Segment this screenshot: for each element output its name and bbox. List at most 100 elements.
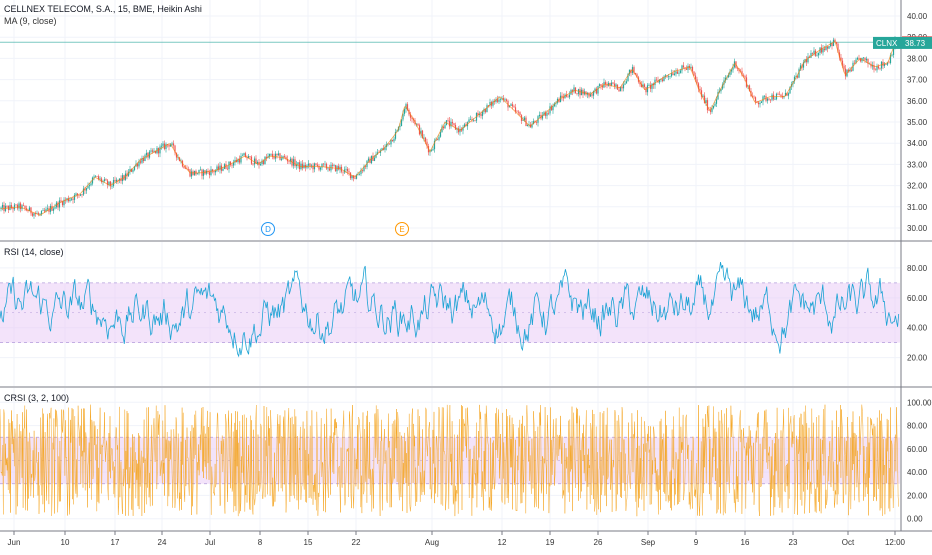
candle-body bbox=[364, 166, 367, 167]
candle-body bbox=[768, 98, 770, 100]
candle-body bbox=[229, 161, 232, 166]
candle-body bbox=[838, 52, 841, 58]
candle-body bbox=[492, 101, 494, 106]
candle-body bbox=[339, 166, 341, 170]
candle-body bbox=[762, 96, 764, 102]
candle-body bbox=[541, 115, 544, 119]
candle-body bbox=[513, 106, 515, 108]
candle-body bbox=[523, 117, 526, 121]
candle-body bbox=[831, 43, 833, 47]
candle-body bbox=[322, 163, 325, 165]
candle-body bbox=[394, 131, 397, 139]
candle-body bbox=[565, 94, 568, 97]
candle-body bbox=[667, 76, 670, 77]
candle-body bbox=[52, 208, 55, 211]
candle-body bbox=[610, 82, 613, 86]
candle-body bbox=[372, 155, 374, 161]
candle-body bbox=[876, 66, 878, 71]
candle-body bbox=[358, 174, 361, 175]
event-marker bbox=[395, 222, 409, 236]
candle-body bbox=[681, 65, 683, 71]
candle-body bbox=[589, 94, 592, 97]
candle-body bbox=[30, 207, 32, 214]
candle-body bbox=[643, 84, 646, 87]
candle-body bbox=[711, 108, 713, 112]
candle-body bbox=[226, 168, 229, 170]
candle-body bbox=[196, 173, 199, 175]
candle-body bbox=[648, 84, 650, 86]
candle-body bbox=[661, 79, 664, 82]
candle-body bbox=[151, 150, 154, 152]
candle-body bbox=[822, 48, 824, 53]
price-tick-label: 32.00 bbox=[907, 182, 928, 191]
candle-body bbox=[409, 114, 412, 118]
candle-body bbox=[802, 62, 805, 68]
candle-body bbox=[615, 84, 617, 87]
candle-body bbox=[517, 111, 520, 113]
candle-body bbox=[18, 203, 20, 209]
candle-body bbox=[15, 204, 17, 206]
x-tick-label: 19 bbox=[546, 538, 555, 547]
ma-line bbox=[0, 40, 896, 216]
candle-body bbox=[538, 114, 541, 117]
candle-body bbox=[592, 90, 595, 96]
candle-body bbox=[217, 166, 220, 170]
candle-body bbox=[48, 208, 50, 212]
candle-body bbox=[352, 175, 355, 179]
candle-body bbox=[624, 83, 626, 85]
candle-body bbox=[390, 139, 392, 145]
candle-body bbox=[337, 166, 340, 170]
candle-body bbox=[732, 67, 734, 70]
candle-body bbox=[682, 65, 685, 68]
candle-body bbox=[105, 179, 107, 181]
candle-body bbox=[1, 204, 4, 208]
candle-body bbox=[240, 155, 242, 163]
candle-body bbox=[685, 68, 688, 70]
candle-body bbox=[625, 81, 628, 84]
candle-body bbox=[349, 172, 352, 179]
candle-body bbox=[384, 146, 386, 150]
x-tick-label: 23 bbox=[789, 538, 798, 547]
candle-body bbox=[12, 207, 14, 210]
candle-body bbox=[522, 120, 524, 121]
candle-body bbox=[543, 112, 545, 116]
candle-body bbox=[168, 144, 170, 147]
price-tick-label: 40.00 bbox=[907, 12, 928, 21]
candle-body bbox=[697, 83, 700, 89]
candle-body bbox=[109, 181, 112, 187]
candle-body bbox=[433, 140, 436, 150]
candle-body bbox=[345, 168, 347, 170]
candle-body bbox=[829, 43, 832, 47]
candle-body bbox=[391, 139, 394, 142]
x-tick-label: 26 bbox=[594, 538, 603, 547]
candle-body bbox=[285, 157, 287, 160]
x-tick-label: 24 bbox=[158, 538, 167, 547]
candle-body bbox=[511, 104, 514, 107]
candle-body bbox=[675, 71, 677, 74]
x-tick-label: Jul bbox=[205, 538, 215, 547]
oscillator-tick-label: 100.00 bbox=[907, 398, 932, 407]
candle-body bbox=[811, 53, 814, 54]
candle-body bbox=[754, 97, 757, 102]
candle-body bbox=[400, 119, 403, 127]
price-tick-label: 36.00 bbox=[907, 97, 928, 106]
candle-body bbox=[760, 101, 763, 103]
candle-body bbox=[411, 117, 413, 119]
candle-body bbox=[516, 111, 518, 113]
candle-body bbox=[609, 82, 611, 86]
candle-body bbox=[601, 85, 604, 88]
main-chart-title: CELLNEX TELECOM, S.A., 15, BME, Heikin A… bbox=[4, 4, 202, 14]
candle-body bbox=[444, 125, 446, 129]
candle-body bbox=[274, 153, 277, 159]
x-tick-label: 12 bbox=[498, 538, 507, 547]
candle-body bbox=[780, 94, 782, 96]
candle-body bbox=[117, 179, 119, 181]
candle-body bbox=[568, 94, 571, 98]
candle-body bbox=[552, 106, 554, 111]
candle-body bbox=[705, 100, 707, 103]
candle-body bbox=[618, 89, 620, 92]
x-tick-label: 17 bbox=[111, 538, 120, 547]
candle-body bbox=[159, 146, 161, 154]
band-layer bbox=[0, 282, 900, 485]
candle-body bbox=[724, 77, 727, 81]
